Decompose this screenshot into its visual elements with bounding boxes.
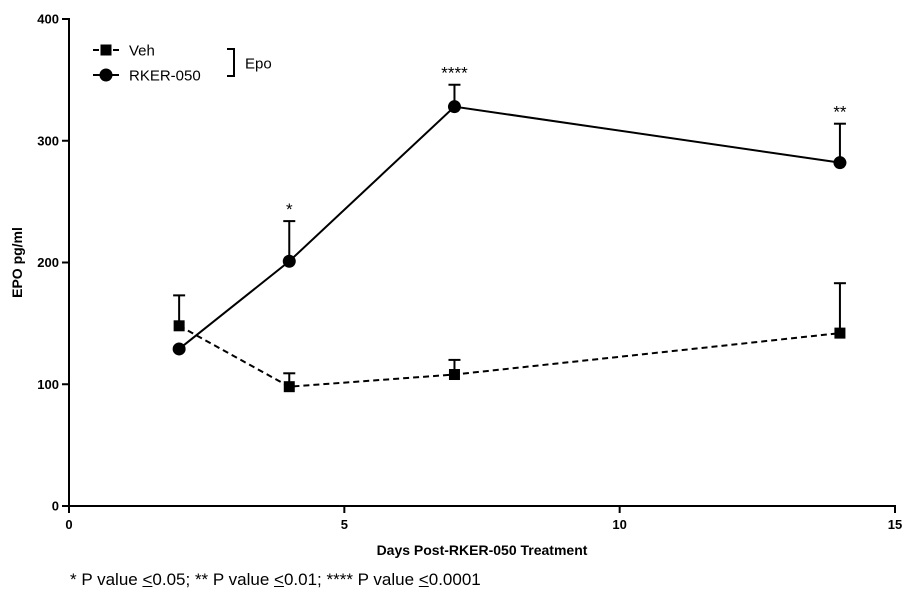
- footnote-part-1: * P value: [70, 570, 143, 589]
- legend-label: Veh: [129, 43, 155, 60]
- y-ticks: 0 100 200 300 400: [37, 12, 69, 514]
- data-point-veh: [283, 381, 295, 393]
- data-point-veh: [834, 327, 846, 339]
- legend: Veh RKER-050 Epo: [93, 43, 272, 85]
- legend-label: RKER-050: [129, 68, 201, 85]
- data-point-rker-050: [282, 254, 296, 268]
- y-tick-label: 200: [37, 255, 59, 270]
- legend-item-veh: Veh: [93, 43, 155, 60]
- data-point-veh: [448, 369, 460, 381]
- data-point-veh: [173, 320, 185, 332]
- series-line-rker-050: [178, 105, 841, 350]
- legend-items: Veh RKER-050: [93, 43, 201, 85]
- legend-bracket: [227, 48, 235, 77]
- y-axis-title: EPO pg/ml: [9, 227, 25, 298]
- data-point-rker-050: [833, 156, 847, 170]
- significance-annotations: *******: [286, 64, 847, 219]
- series-veh: [173, 282, 846, 393]
- x-tick-label: 10: [612, 517, 626, 532]
- x-ticks: 0 5 10 15: [65, 506, 902, 532]
- x-tick-label: 15: [888, 517, 902, 532]
- legend-item-rker-050: RKER-050: [93, 68, 201, 85]
- series-rker-050: [172, 83, 847, 356]
- series-line-veh: [178, 324, 841, 388]
- footnote-le-symbol-3: <: [418, 570, 429, 589]
- legend-group-label: Epo: [245, 56, 272, 73]
- footnote-part-4: 0.0001: [428, 570, 481, 589]
- axes: 0 100 200 300 400 0 5 10 15 Days Post-RKER-050 …: [9, 12, 902, 559]
- significance-footnote: * P value <0.05; ** P value <0.01; **** …: [70, 570, 481, 590]
- legend-marker: [99, 68, 113, 82]
- significance-label: ****: [441, 64, 468, 83]
- significance-label: **: [833, 103, 847, 122]
- y-tick-label: 100: [37, 377, 59, 392]
- x-tick-label: 5: [341, 517, 348, 532]
- data-point-rker-050: [447, 100, 461, 114]
- y-tick-label: 0: [52, 499, 59, 514]
- epo-line-chart: 0 100 200 300 400 0 5 10 15 Days Post-RKER-050 …: [9, 12, 902, 559]
- data-point-rker-050: [172, 342, 186, 356]
- x-tick-label: 0: [65, 517, 72, 532]
- y-tick-label: 300: [37, 133, 59, 148]
- y-tick-label: 400: [37, 12, 59, 27]
- footnote-le-symbol-2: <: [274, 570, 284, 589]
- footnote-part-2: 0.05; ** P value: [152, 570, 275, 589]
- series-layer: [172, 83, 847, 393]
- footnote-le-symbol-1: <: [142, 570, 153, 589]
- legend-marker: [100, 44, 112, 56]
- significance-label: *: [286, 200, 293, 219]
- x-axis-title: Days Post-RKER-050 Treatment: [377, 542, 588, 558]
- footnote-part-3: 0.01; **** P value: [283, 570, 419, 589]
